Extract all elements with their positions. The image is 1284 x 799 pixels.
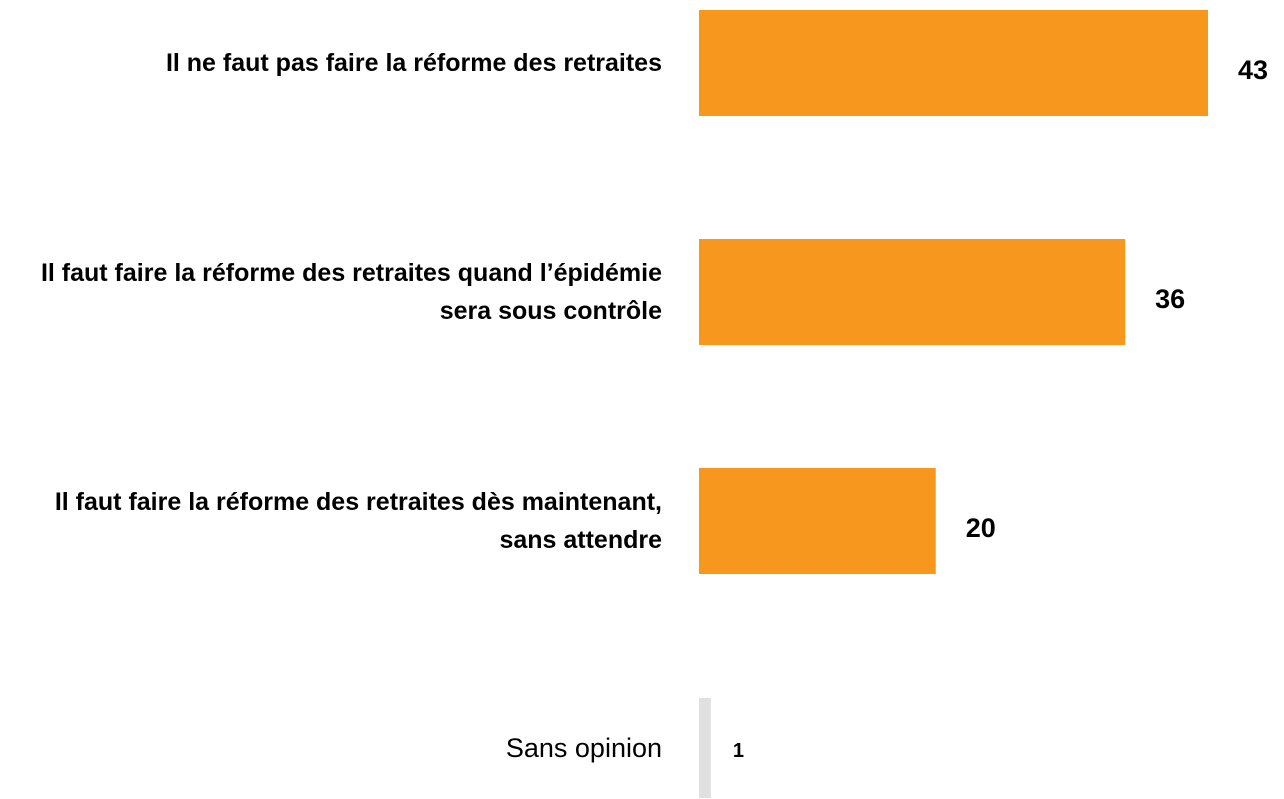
bar	[699, 10, 1208, 116]
value-label: 43	[1238, 55, 1269, 85]
value-label: 20	[965, 513, 996, 543]
bar	[699, 698, 711, 798]
bar	[699, 239, 1126, 345]
category-label: Il ne faut pas faire la réforme des retr…	[165, 49, 662, 77]
category-label: Il faut faire la réforme des retraites d…	[54, 488, 662, 554]
category-label: Sans opinion	[505, 733, 662, 763]
category-label: Il faut faire la réforme des retraites q…	[40, 259, 662, 325]
value-label: 36	[1155, 284, 1186, 314]
value-label: 1	[732, 740, 744, 762]
bar	[699, 468, 936, 574]
